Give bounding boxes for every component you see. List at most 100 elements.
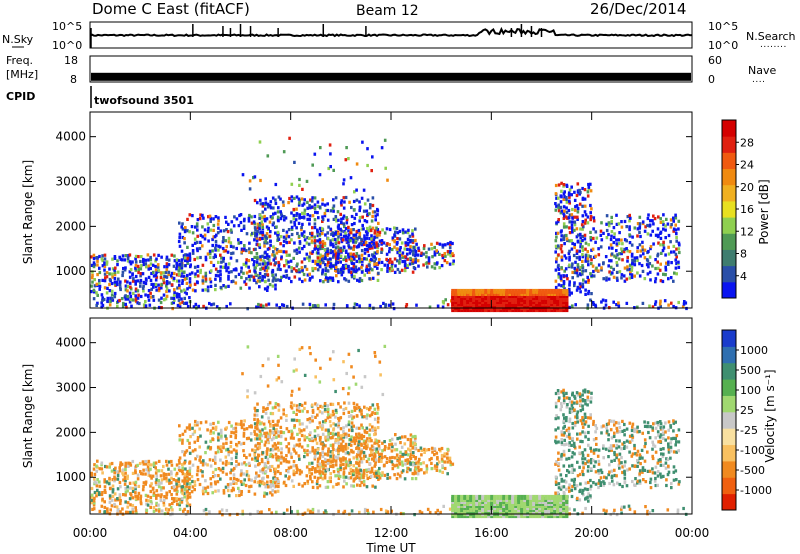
echo-cell (647, 265, 650, 269)
echo-cell (675, 261, 678, 266)
echo-cell (365, 236, 369, 240)
echo-cell (269, 215, 273, 219)
echo-cell (150, 287, 153, 291)
echo-cell (623, 279, 627, 283)
echo-cell (262, 406, 265, 410)
echo-cell (219, 477, 222, 481)
echo-cell (352, 266, 355, 270)
echo-cell (381, 455, 384, 459)
echo-cell (274, 247, 277, 251)
date-title: 26/Dec/2014 (590, 0, 686, 18)
echo-cell (589, 238, 593, 242)
echo-cell (152, 463, 156, 467)
echo-cell (237, 238, 240, 242)
echo-cell (266, 447, 269, 451)
echo-cell (607, 221, 611, 225)
echo-cell (334, 265, 338, 269)
echo-cell (266, 261, 270, 265)
echo-cell (210, 303, 213, 307)
echo-cell (571, 451, 575, 455)
echo-cell (659, 305, 662, 309)
echo-cell (277, 260, 280, 265)
echo-cell (376, 420, 380, 424)
echo-cell (216, 480, 220, 484)
echo-cell (264, 197, 267, 201)
echo-cell (152, 270, 155, 274)
echo-cell (194, 419, 197, 424)
echo-cell (98, 281, 101, 285)
echo-cell (219, 458, 222, 462)
echo-cell (180, 488, 184, 492)
echo-cell (576, 189, 580, 193)
echo-cell (334, 217, 338, 221)
echo-cell (374, 438, 377, 442)
echo-cell (600, 266, 603, 270)
echo-cell (610, 234, 613, 238)
echo-cell (321, 240, 325, 244)
echo-cell (227, 240, 231, 244)
echo-cell (349, 467, 353, 471)
echo-cell (154, 278, 158, 282)
echo-cell (642, 252, 645, 256)
echo-cell (196, 274, 200, 278)
echo-cell (196, 438, 200, 442)
echo-cell (393, 464, 396, 468)
echo-cell (669, 240, 672, 244)
echo-cell (409, 468, 412, 472)
echo-cell (409, 433, 413, 437)
echo-cell (269, 230, 272, 234)
echo-cell (186, 304, 190, 309)
echo-cell (371, 448, 374, 452)
echo-cell (133, 482, 137, 486)
echo-cell (122, 266, 125, 271)
echo-cell (149, 499, 153, 503)
echo-cell (557, 283, 561, 287)
echo-cell (323, 402, 327, 406)
echo-cell (185, 281, 189, 285)
echo-cell (375, 235, 379, 239)
echo-cell (184, 227, 187, 231)
echo-cell (313, 222, 317, 226)
echo-cell (313, 226, 317, 230)
echo-cell (565, 183, 569, 187)
echo-cell (557, 462, 561, 466)
echo-cell (339, 468, 342, 472)
echo-cell (217, 489, 220, 493)
echo-cell (220, 436, 223, 440)
echo-cell (654, 300, 658, 304)
echo-cell (134, 471, 137, 475)
echo-cell (134, 279, 137, 283)
echo-cell (116, 473, 120, 478)
echo-cell (662, 227, 665, 231)
echo-cell (568, 396, 571, 400)
cpid-value: twofsound 3501 (94, 94, 194, 107)
echo-cell (640, 263, 644, 268)
echo-cell (562, 205, 566, 209)
echo-cell (229, 244, 233, 248)
echo-cell (247, 461, 251, 465)
echo-cell (343, 200, 346, 204)
echo-cell (408, 448, 412, 452)
echo-cell (589, 203, 592, 208)
echo-cell (343, 509, 347, 513)
echo-cell (177, 279, 181, 283)
echo-cell (162, 498, 166, 502)
echo-cell (554, 405, 558, 409)
echo-cell (321, 244, 325, 248)
echo-cell (358, 208, 361, 213)
echo-cell (175, 264, 179, 268)
echo-cell (211, 470, 215, 474)
echo-cell (440, 453, 444, 458)
echo-cell (178, 302, 182, 306)
echo-cell (373, 245, 377, 249)
echo-cell (251, 448, 254, 452)
echo-cell (567, 448, 571, 452)
echo-cell (230, 270, 233, 274)
echo-cell (191, 214, 194, 218)
echo-cell (562, 284, 565, 289)
echo-cell (571, 229, 574, 233)
echo-cell (330, 413, 333, 417)
echo-cell (282, 150, 286, 154)
echo-cell (258, 237, 262, 241)
echo-cell (271, 273, 274, 277)
